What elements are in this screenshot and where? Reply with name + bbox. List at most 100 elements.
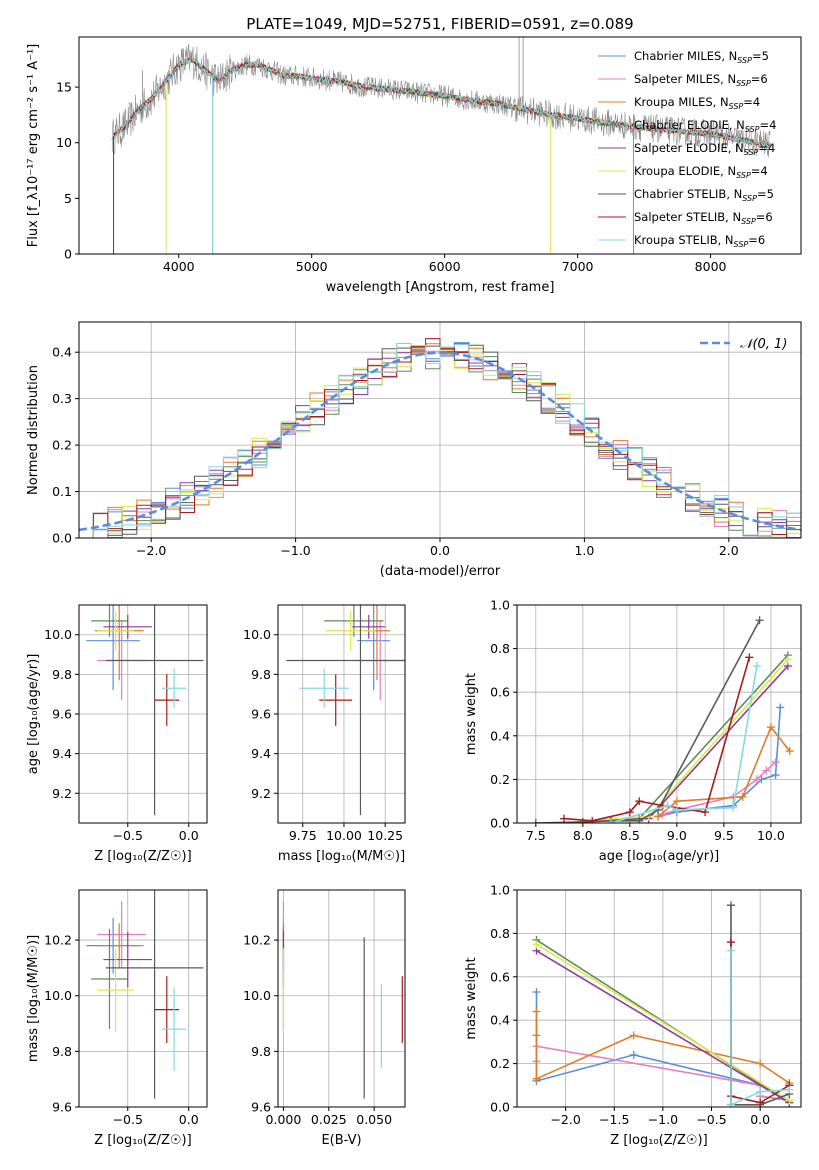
histogram-step-line bbox=[79, 342, 801, 538]
y-tick-label: 0.2 bbox=[52, 438, 72, 453]
x-tick-label: −0.5 bbox=[696, 1112, 726, 1127]
y-tick-label: 9.6 bbox=[251, 707, 271, 722]
weight-point-marker bbox=[752, 662, 761, 671]
axes-frame bbox=[78, 36, 802, 255]
grid-lines bbox=[278, 890, 405, 1108]
weight-point-marker bbox=[783, 655, 792, 664]
x-tick-label: −0.5 bbox=[113, 1112, 143, 1127]
y-axis-label: Normed distribution bbox=[26, 365, 41, 495]
x-tick-label: 8000 bbox=[695, 259, 727, 274]
weight-point-marker bbox=[629, 1031, 638, 1040]
x-tick-label: 0.000 bbox=[266, 1112, 302, 1127]
y-tick-label: 0.8 bbox=[490, 926, 510, 941]
x-tick-label: 5000 bbox=[296, 259, 328, 274]
y-tick-label: 9.6 bbox=[52, 1100, 72, 1115]
y-tick-label: 0.2 bbox=[490, 772, 510, 787]
y-tick-label: 9.8 bbox=[251, 667, 271, 682]
y-tick-label: 9.8 bbox=[52, 1044, 72, 1059]
weight-point-marker bbox=[785, 1085, 794, 1094]
legend-label: Kroupa ELODIE, NSSP=4 bbox=[634, 164, 768, 180]
weight-point-marker bbox=[756, 1087, 765, 1096]
weight-point-marker bbox=[752, 775, 761, 784]
weight-series-line bbox=[536, 950, 790, 1104]
errorbar-point bbox=[299, 668, 349, 709]
weight-point-marker bbox=[726, 1100, 735, 1107]
errorbar-point bbox=[105, 890, 204, 1099]
y-tick-label: 9.4 bbox=[52, 746, 72, 761]
x-tick-label: 8.5 bbox=[620, 828, 640, 843]
weight-point-marker bbox=[578, 817, 587, 823]
axes-spectrum: 4000 5000 6000 7000 8000 0 5 10 15 wavelength [An… bbox=[26, 36, 802, 295]
weight-point-marker bbox=[635, 816, 644, 823]
x-tick-label: 9.5 bbox=[714, 828, 734, 843]
weight-point-marker bbox=[771, 757, 780, 766]
weight-point-marker bbox=[738, 792, 747, 801]
figure-title: PLATE=1049, MJD=52751, FIBERID=0591, z=0… bbox=[246, 15, 633, 33]
axes-mass_vs_Z: −0.5 0.0 9.6 9.8 10.0 10.2 Z [log₁₀(Z/Z☉)] mass… bbox=[26, 889, 208, 1148]
x-tick-label: −1.5 bbox=[599, 1112, 629, 1127]
errorbar-point bbox=[161, 987, 187, 1071]
plot-area bbox=[532, 901, 794, 1107]
y-axis-label: mass weight bbox=[464, 957, 479, 1039]
weight-series-line bbox=[536, 939, 790, 1104]
weight-series-line bbox=[582, 654, 789, 822]
y-tick-label: 0.2 bbox=[490, 1056, 510, 1071]
weight-point-marker bbox=[672, 797, 681, 806]
axes-age_vs_Z: −0.5 0.0 9.2 9.4 9.6 9.8 10.0 Z [log₁₀(Z/Z☉)] ag… bbox=[26, 604, 208, 864]
y-axis-label: Flux [f_λ10⁻¹⁷ erg cm⁻² s⁻¹ A⁻¹] bbox=[26, 44, 41, 248]
y-tick-label: 9.2 bbox=[52, 786, 72, 801]
errorbar-point bbox=[154, 674, 179, 726]
x-tick-label: 0.050 bbox=[356, 1112, 392, 1127]
plot-area bbox=[531, 616, 794, 823]
y-tick-label: 0.0 bbox=[490, 1100, 510, 1115]
legend-label: Salpeter STELIB, NSSP=6 bbox=[634, 210, 773, 226]
x-tick-label: 10.00 bbox=[326, 828, 362, 843]
axes-frame bbox=[516, 889, 802, 1108]
errorbar-point bbox=[97, 610, 134, 651]
weight-point-marker bbox=[726, 901, 735, 910]
y-tick-label: 10.0 bbox=[44, 988, 72, 1003]
x-tick-label: 10.0 bbox=[757, 828, 785, 843]
x-tick-label: 2.0 bbox=[719, 543, 739, 558]
x-tick-label: 0.0 bbox=[179, 828, 199, 843]
legend-label: Chabrier ELODIE, NSSP=4 bbox=[634, 118, 776, 134]
weight-point-marker bbox=[672, 805, 681, 814]
weight-point-marker bbox=[745, 653, 754, 662]
errorbar-point bbox=[325, 610, 376, 651]
weight-point-marker bbox=[755, 616, 764, 625]
weight-point-marker bbox=[532, 940, 541, 949]
weight-point-marker bbox=[531, 819, 540, 823]
x-tick-label: 9.75 bbox=[289, 828, 317, 843]
plot-area bbox=[282, 901, 403, 1099]
plot-area bbox=[86, 605, 204, 816]
x-axis-label: (data-model)/error bbox=[380, 564, 501, 579]
weight-point-marker bbox=[625, 808, 634, 817]
grid-lines bbox=[79, 605, 207, 823]
x-axis-label: E(B-V) bbox=[321, 1133, 361, 1148]
axes-frame bbox=[516, 604, 802, 824]
axes-weight_vs_age: 7.5 8.0 8.5 9.0 9.5 10.0 0.0 0.2 0.4 0.6 0.8 1.0 age… bbox=[464, 598, 802, 864]
weight-point-marker bbox=[726, 946, 735, 955]
grid-lines bbox=[517, 604, 801, 824]
legend-label: Chabrier MILES, NSSP=5 bbox=[634, 49, 769, 65]
axes-age_vs_mass: 9.75 10.00 10.25 9.2 9.4 9.6 9.8 10.0 mass [log₁… bbox=[243, 604, 406, 864]
weight-point-marker bbox=[756, 1059, 765, 1068]
plot-area bbox=[111, 37, 771, 254]
y-tick-label: 0.6 bbox=[490, 969, 510, 984]
weight-point-marker bbox=[756, 1098, 765, 1107]
x-tick-label: 7000 bbox=[562, 259, 594, 274]
weight-point-marker bbox=[532, 1007, 541, 1016]
grid-lines bbox=[278, 605, 405, 823]
weight-point-marker bbox=[726, 938, 735, 947]
errorbar-point bbox=[103, 931, 153, 988]
legend-label: Chabrier STELIB, NSSP=5 bbox=[634, 187, 774, 203]
y-axis-label: age [log₁₀(age/yr)] bbox=[26, 654, 41, 775]
errorbar-point bbox=[103, 614, 153, 639]
x-tick-label: 0.0 bbox=[179, 1112, 199, 1127]
legend-label: Salpeter ELODIE, NSSP=4 bbox=[634, 141, 775, 157]
errorbar-point bbox=[154, 976, 179, 1044]
y-tick-label: 0.4 bbox=[490, 1013, 510, 1028]
errorbar-point bbox=[286, 605, 405, 816]
x-axis-label: age [log₁₀(age/yr)] bbox=[599, 849, 720, 864]
y-tick-label: 0 bbox=[64, 247, 72, 262]
